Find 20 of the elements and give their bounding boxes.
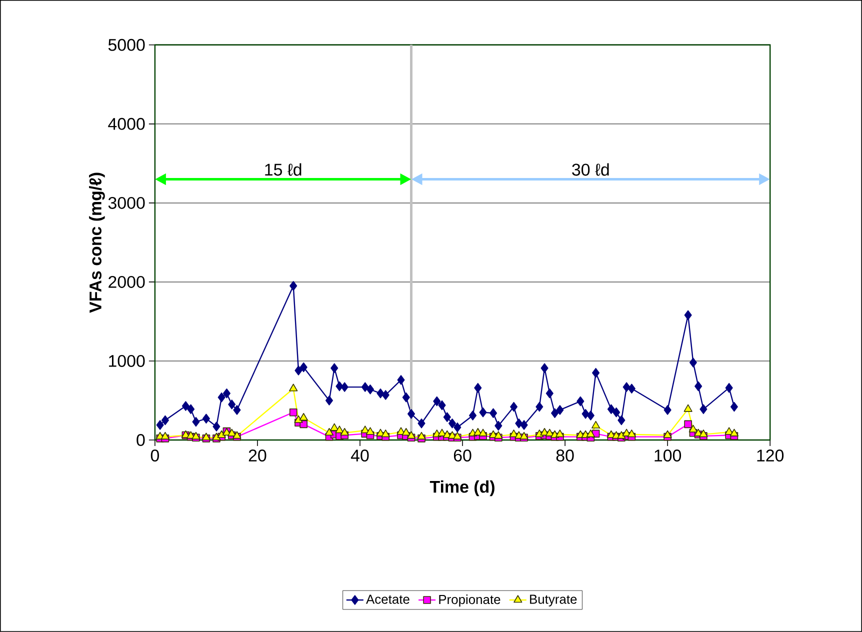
x-tick-label: 60 — [454, 450, 472, 462]
y-axis-title: VFAs conc (mg/ℓ) — [89, 172, 105, 313]
legend-label: Propionate — [439, 594, 500, 607]
x-tick-label: 80 — [556, 450, 574, 462]
x-tick-label: 100 — [654, 450, 682, 462]
x-tick-label: 120 — [757, 450, 784, 462]
annotation: 15 ℓd — [265, 163, 302, 176]
y-tick-label: 0 — [136, 434, 145, 446]
legend-label: Butyrate — [530, 594, 577, 606]
annotation: 30 ℓd — [572, 163, 609, 176]
y-tick-label: 2000 — [108, 276, 145, 288]
y-tick-label: 3000 — [108, 196, 145, 209]
x-tick-label: 40 — [350, 450, 369, 462]
x-tick-label: 0 — [150, 450, 159, 462]
x-axis-title: Time (d) — [430, 480, 494, 496]
x-tick-label: 20 — [248, 450, 266, 462]
y-tick-label: 1000 — [109, 355, 145, 368]
y-tick-label: 4000 — [108, 118, 145, 130]
legend-label: Acetate — [366, 594, 410, 604]
y-tick-label: 5000 — [108, 38, 145, 51]
